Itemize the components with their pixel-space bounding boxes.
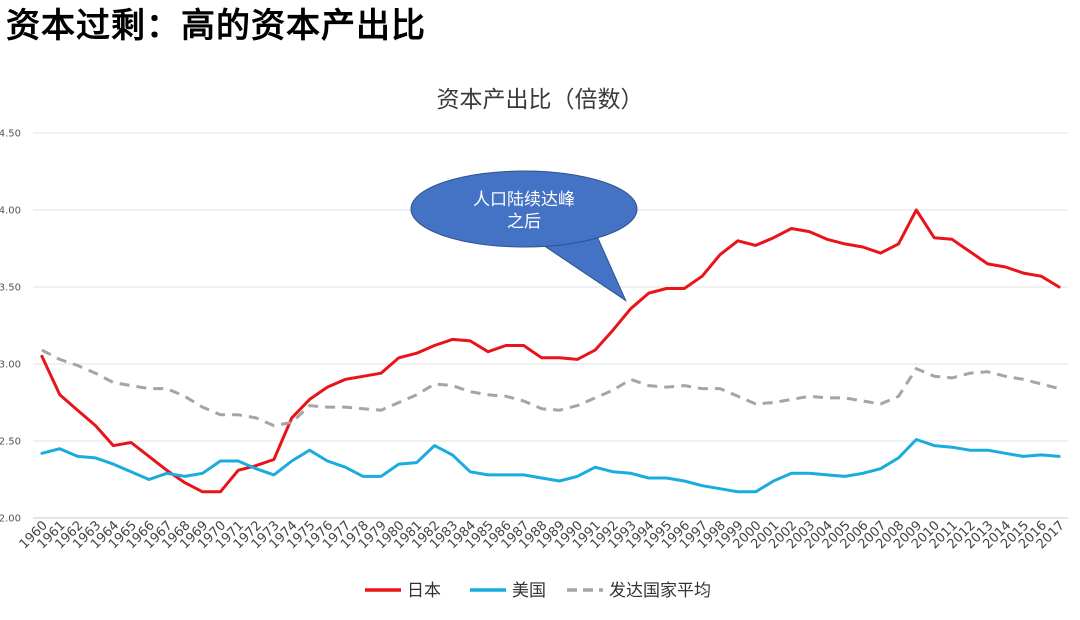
y-tick-label: 3.50 xyxy=(0,283,21,294)
callout-text: 之后 xyxy=(507,212,541,232)
series-line xyxy=(40,438,1061,494)
legend-label: 日本 xyxy=(407,581,441,601)
y-tick-label: 4.00 xyxy=(0,206,21,217)
legend: 日本 美国 发达国家平均 xyxy=(365,581,711,601)
x-axis-ticks: 1960196119621963196419651966196719681969… xyxy=(17,518,1068,552)
y-tick-label: 3.00 xyxy=(0,360,21,371)
series-line xyxy=(40,208,1061,494)
callout-joint xyxy=(538,225,588,237)
y-tick-label: 2.50 xyxy=(0,437,21,448)
chart-title: 资本产出比（倍数） xyxy=(436,87,644,113)
callout-bubble xyxy=(410,170,638,248)
legend-label: 发达国家平均 xyxy=(609,581,711,601)
callout-text: 人口陆续达峰 xyxy=(473,190,575,210)
y-tick-label: 4.50 xyxy=(0,129,21,140)
y-axis-ticks: 2.00 2.50 3.00 3.50 4.00 4.50 xyxy=(0,129,21,525)
series-line xyxy=(41,348,1060,428)
y-tick-label: 2.00 xyxy=(0,514,21,525)
legend-label: 美国 xyxy=(512,581,546,601)
page-title: 资本过剩：高的资本产出比 xyxy=(6,6,426,46)
grid-lines xyxy=(33,132,1068,519)
series-lines xyxy=(40,208,1061,494)
